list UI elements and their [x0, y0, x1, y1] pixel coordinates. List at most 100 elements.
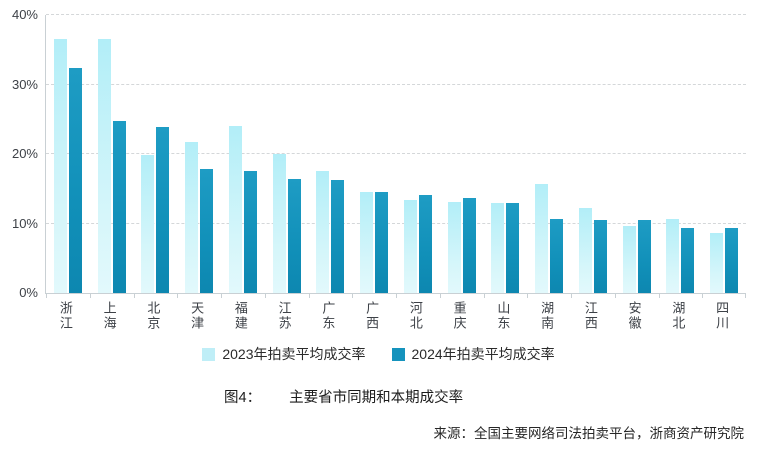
- x-axis-label-山东: 山东: [495, 301, 511, 331]
- bar-group-湖北: [659, 15, 703, 293]
- bar-group-福建: [221, 15, 265, 293]
- bar-2023-湖北: [666, 218, 680, 293]
- gridline-40: [46, 14, 746, 15]
- legend-item-2024: 2024年拍卖平均成交率: [391, 344, 555, 364]
- caption-title: 主要省市同期和本期成交率: [289, 390, 464, 406]
- y-axis-tick-label: 30%: [11, 76, 38, 92]
- bar-2023-四川: [710, 233, 724, 293]
- gridline-10: [46, 222, 746, 224]
- x-axis-tick: [133, 294, 135, 298]
- x-axis-label-上海: 上海: [101, 301, 117, 331]
- x-axis-tick: [46, 294, 47, 298]
- x-axis-tick: [177, 294, 179, 298]
- x-axis-tick: [221, 294, 222, 298]
- bar-group-湖南: [527, 15, 571, 293]
- bar-2024-浙江: [68, 67, 82, 293]
- legend-label-2023: 2023年拍卖平均成交率: [222, 346, 366, 362]
- bar-2023-江苏: [272, 154, 286, 293]
- y-axis-tick-label: 40%: [11, 7, 38, 22]
- caption-number: 图4：: [224, 390, 262, 406]
- source-note: 来源：全国主要网络司法拍卖平台，浙商资产研究院: [433, 426, 745, 441]
- x-axis-label-四川: 四川: [714, 301, 730, 331]
- x-axis-label-北京: 北京: [145, 301, 161, 331]
- x-axis-label-安徽: 安徽: [626, 301, 642, 331]
- x-axis-label-江苏: 江苏: [276, 301, 292, 331]
- bar-2024-广东: [331, 180, 345, 293]
- x-axis-label-广东: 广东: [320, 301, 336, 331]
- bar-2023-山东: [491, 203, 505, 293]
- bar-2023-湖南: [535, 183, 549, 293]
- legend-swatch-2024: [391, 347, 405, 361]
- x-axis-tick: [614, 294, 616, 298]
- x-axis-tick: [571, 294, 572, 298]
- x-axis-tick: [702, 294, 704, 298]
- x-axis-tick: [439, 294, 441, 298]
- x-axis-tick: [308, 294, 310, 298]
- bar-2023-江西: [578, 207, 592, 293]
- bar-group-浙江: [46, 15, 90, 293]
- bar-2024-湖南: [550, 218, 564, 293]
- x-axis-label-浙江: 浙江: [57, 301, 73, 331]
- x-axis-tick: [264, 294, 266, 298]
- x-axis-label-重庆: 重庆: [451, 301, 467, 331]
- bar-group-广东: [309, 15, 353, 293]
- bar-2024-湖北: [681, 227, 695, 293]
- x-axis-tick: [527, 294, 529, 298]
- y-axis-tick-label: 0%: [19, 285, 38, 300]
- bar-2024-山东: [506, 203, 520, 293]
- x-axis-label-湖南: 湖南: [539, 301, 555, 331]
- bar-2024-安徽: [637, 220, 651, 293]
- bar-2024-上海: [112, 120, 126, 293]
- x-axis-label-天津: 天津: [189, 301, 205, 331]
- plot-area: [45, 14, 746, 298]
- x-axis-tick: [396, 294, 397, 298]
- legend-swatch-2023: [202, 347, 216, 361]
- y-axis-tick-label: 20%: [11, 146, 38, 161]
- bar-2024-河北: [418, 195, 432, 293]
- bar-2024-北京: [156, 126, 170, 293]
- x-axis-tick: [658, 294, 660, 298]
- bar-2023-广东: [316, 170, 330, 293]
- bar-2023-广西: [360, 192, 374, 293]
- bar-2024-重庆: [462, 198, 476, 293]
- bar-2023-安徽: [622, 226, 636, 293]
- bar-group-江西: [571, 15, 615, 293]
- figure-caption: 图4： 主要省市同期和本期成交率: [224, 386, 463, 407]
- bar-group-北京: [134, 15, 178, 293]
- bar-2024-江西: [593, 220, 607, 293]
- bar-2024-福建: [243, 171, 257, 293]
- bar-group-四川: [702, 15, 746, 293]
- x-axis-label-福建: 福建: [232, 301, 248, 331]
- x-axis-tick: [89, 294, 91, 298]
- bar-group-河北: [396, 15, 440, 293]
- bar-2023-福建: [228, 126, 242, 293]
- bar-group-上海: [90, 15, 134, 293]
- bar-2023-天津: [185, 142, 199, 293]
- bar-group-山东: [484, 15, 528, 293]
- x-axis-label-广西: 广西: [364, 301, 380, 331]
- bar-2024-江苏: [287, 179, 301, 293]
- bar-2023-河北: [403, 199, 417, 293]
- bar-group-广西: [352, 15, 396, 293]
- bar-2024-广西: [375, 191, 389, 293]
- bar-2023-重庆: [447, 201, 461, 293]
- bar-group-天津: [177, 15, 221, 293]
- gridline-20: [46, 153, 746, 154]
- x-axis-label-河北: 河北: [407, 301, 423, 331]
- bar-2024-四川: [725, 227, 739, 293]
- y-axis-tick-label: 10%: [11, 215, 38, 231]
- gridline-30: [46, 83, 746, 85]
- legend-label-2024: 2024年拍卖平均成交率: [411, 346, 555, 362]
- bar-group-安徽: [615, 15, 659, 293]
- legend: 2023年拍卖平均成交率 2024年拍卖平均成交率: [0, 344, 757, 364]
- bar-2023-浙江: [53, 39, 67, 293]
- bar-2023-上海: [97, 39, 111, 293]
- x-axis-tick: [483, 294, 485, 298]
- x-axis-label-湖北: 湖北: [670, 301, 686, 331]
- x-axis-label-江西: 江西: [582, 301, 598, 331]
- bar-2024-天津: [200, 169, 214, 293]
- bar-group-重庆: [440, 15, 484, 293]
- x-axis-tick: [745, 294, 746, 298]
- bar-group-江苏: [265, 15, 309, 293]
